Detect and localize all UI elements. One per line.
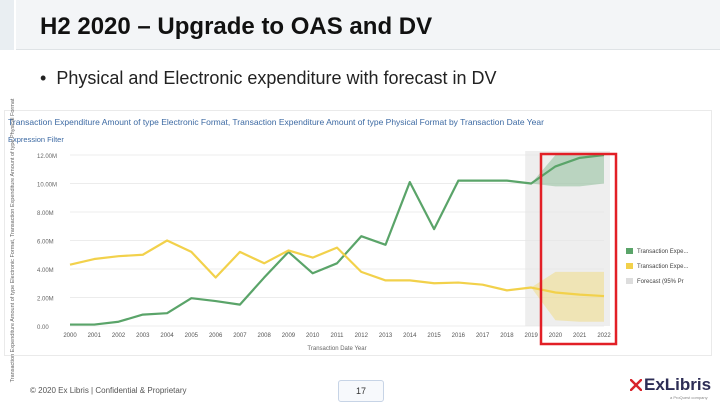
x-tick-label: 2003 <box>136 333 150 339</box>
x-axis-title: Transaction Date Year <box>307 346 366 352</box>
expression-filter[interactable]: Expression Filter <box>8 135 64 144</box>
forecast-band <box>531 155 604 187</box>
title-accent <box>0 0 14 50</box>
forecast-band <box>531 271 604 322</box>
series-line <box>69 239 605 298</box>
footer-copyright: © 2020 Ex Libris | Confidential & Propri… <box>30 386 187 395</box>
x-tick-label: 2000 <box>63 333 77 339</box>
x-tick-label: 2010 <box>306 333 320 339</box>
x-tick-label: 2002 <box>112 333 126 339</box>
x-tick-label: 2019 <box>525 333 539 339</box>
forecast-highlight-box <box>539 152 618 346</box>
x-tick-label: 2011 <box>331 333 345 339</box>
forecast-shading <box>525 151 610 326</box>
page-number: 17 <box>338 380 384 402</box>
logo-mark-icon <box>630 379 642 391</box>
y-tick-label: 10.00M <box>37 183 57 189</box>
x-tick-label: 2014 <box>403 333 417 339</box>
legend-swatch <box>626 248 633 254</box>
x-tick-label: 2016 <box>452 333 466 339</box>
legend-swatch <box>626 278 633 284</box>
x-tick-label: 2022 <box>597 333 611 339</box>
x-tick-label: 2020 <box>549 333 563 339</box>
bullet-dot: • <box>40 68 47 88</box>
slide-title: H2 2020 – Upgrade to OAS and DV <box>40 13 433 40</box>
series-line <box>70 153 605 326</box>
x-tick-label: 2013 <box>379 333 393 339</box>
title-bar <box>16 0 720 50</box>
y-axis-title: Transaction Expenditure Amount of type E… <box>10 98 16 382</box>
legend-label: Forecast (95% Pr <box>637 279 684 285</box>
x-tick-label: 2005 <box>185 333 199 339</box>
x-tick-label: 2018 <box>500 333 514 339</box>
bullet-text: Physical and Electronic expenditure with… <box>56 68 497 88</box>
x-tick-label: 2012 <box>355 333 369 339</box>
y-tick-label: 6.00M <box>37 240 54 246</box>
legend-swatch <box>626 263 633 269</box>
legend-label: Transaction Expe... <box>637 264 689 270</box>
y-tick-label: 8.00M <box>37 211 54 217</box>
y-tick-label: 2.00M <box>37 297 54 303</box>
chart-title: Transaction Expenditure Amount of type E… <box>8 117 544 127</box>
x-tick-label: 2004 <box>160 333 174 339</box>
x-tick-label: 2008 <box>258 333 272 339</box>
y-tick-label: 12.00M <box>37 154 57 160</box>
logo-subtext: a ProQuest company <box>670 395 708 400</box>
y-tick-label: 0.00 <box>37 325 49 331</box>
x-tick-label: 2001 <box>88 333 102 339</box>
legend-label: Transaction Expe... <box>637 249 689 255</box>
exlibris-logo: ExLibris a ProQuest company <box>630 373 711 401</box>
x-tick-label: 2015 <box>427 333 441 339</box>
x-tick-label: 2009 <box>282 333 296 339</box>
logo-text: ExLibris <box>644 375 712 394</box>
x-tick-label: 2017 <box>476 333 490 339</box>
bullet-point: • Physical and Electronic expenditure wit… <box>40 68 497 89</box>
y-tick-label: 4.00M <box>37 268 54 274</box>
x-tick-label: 2006 <box>209 333 223 339</box>
x-tick-label: 2007 <box>233 333 247 339</box>
x-tick-label: 2021 <box>573 333 587 339</box>
